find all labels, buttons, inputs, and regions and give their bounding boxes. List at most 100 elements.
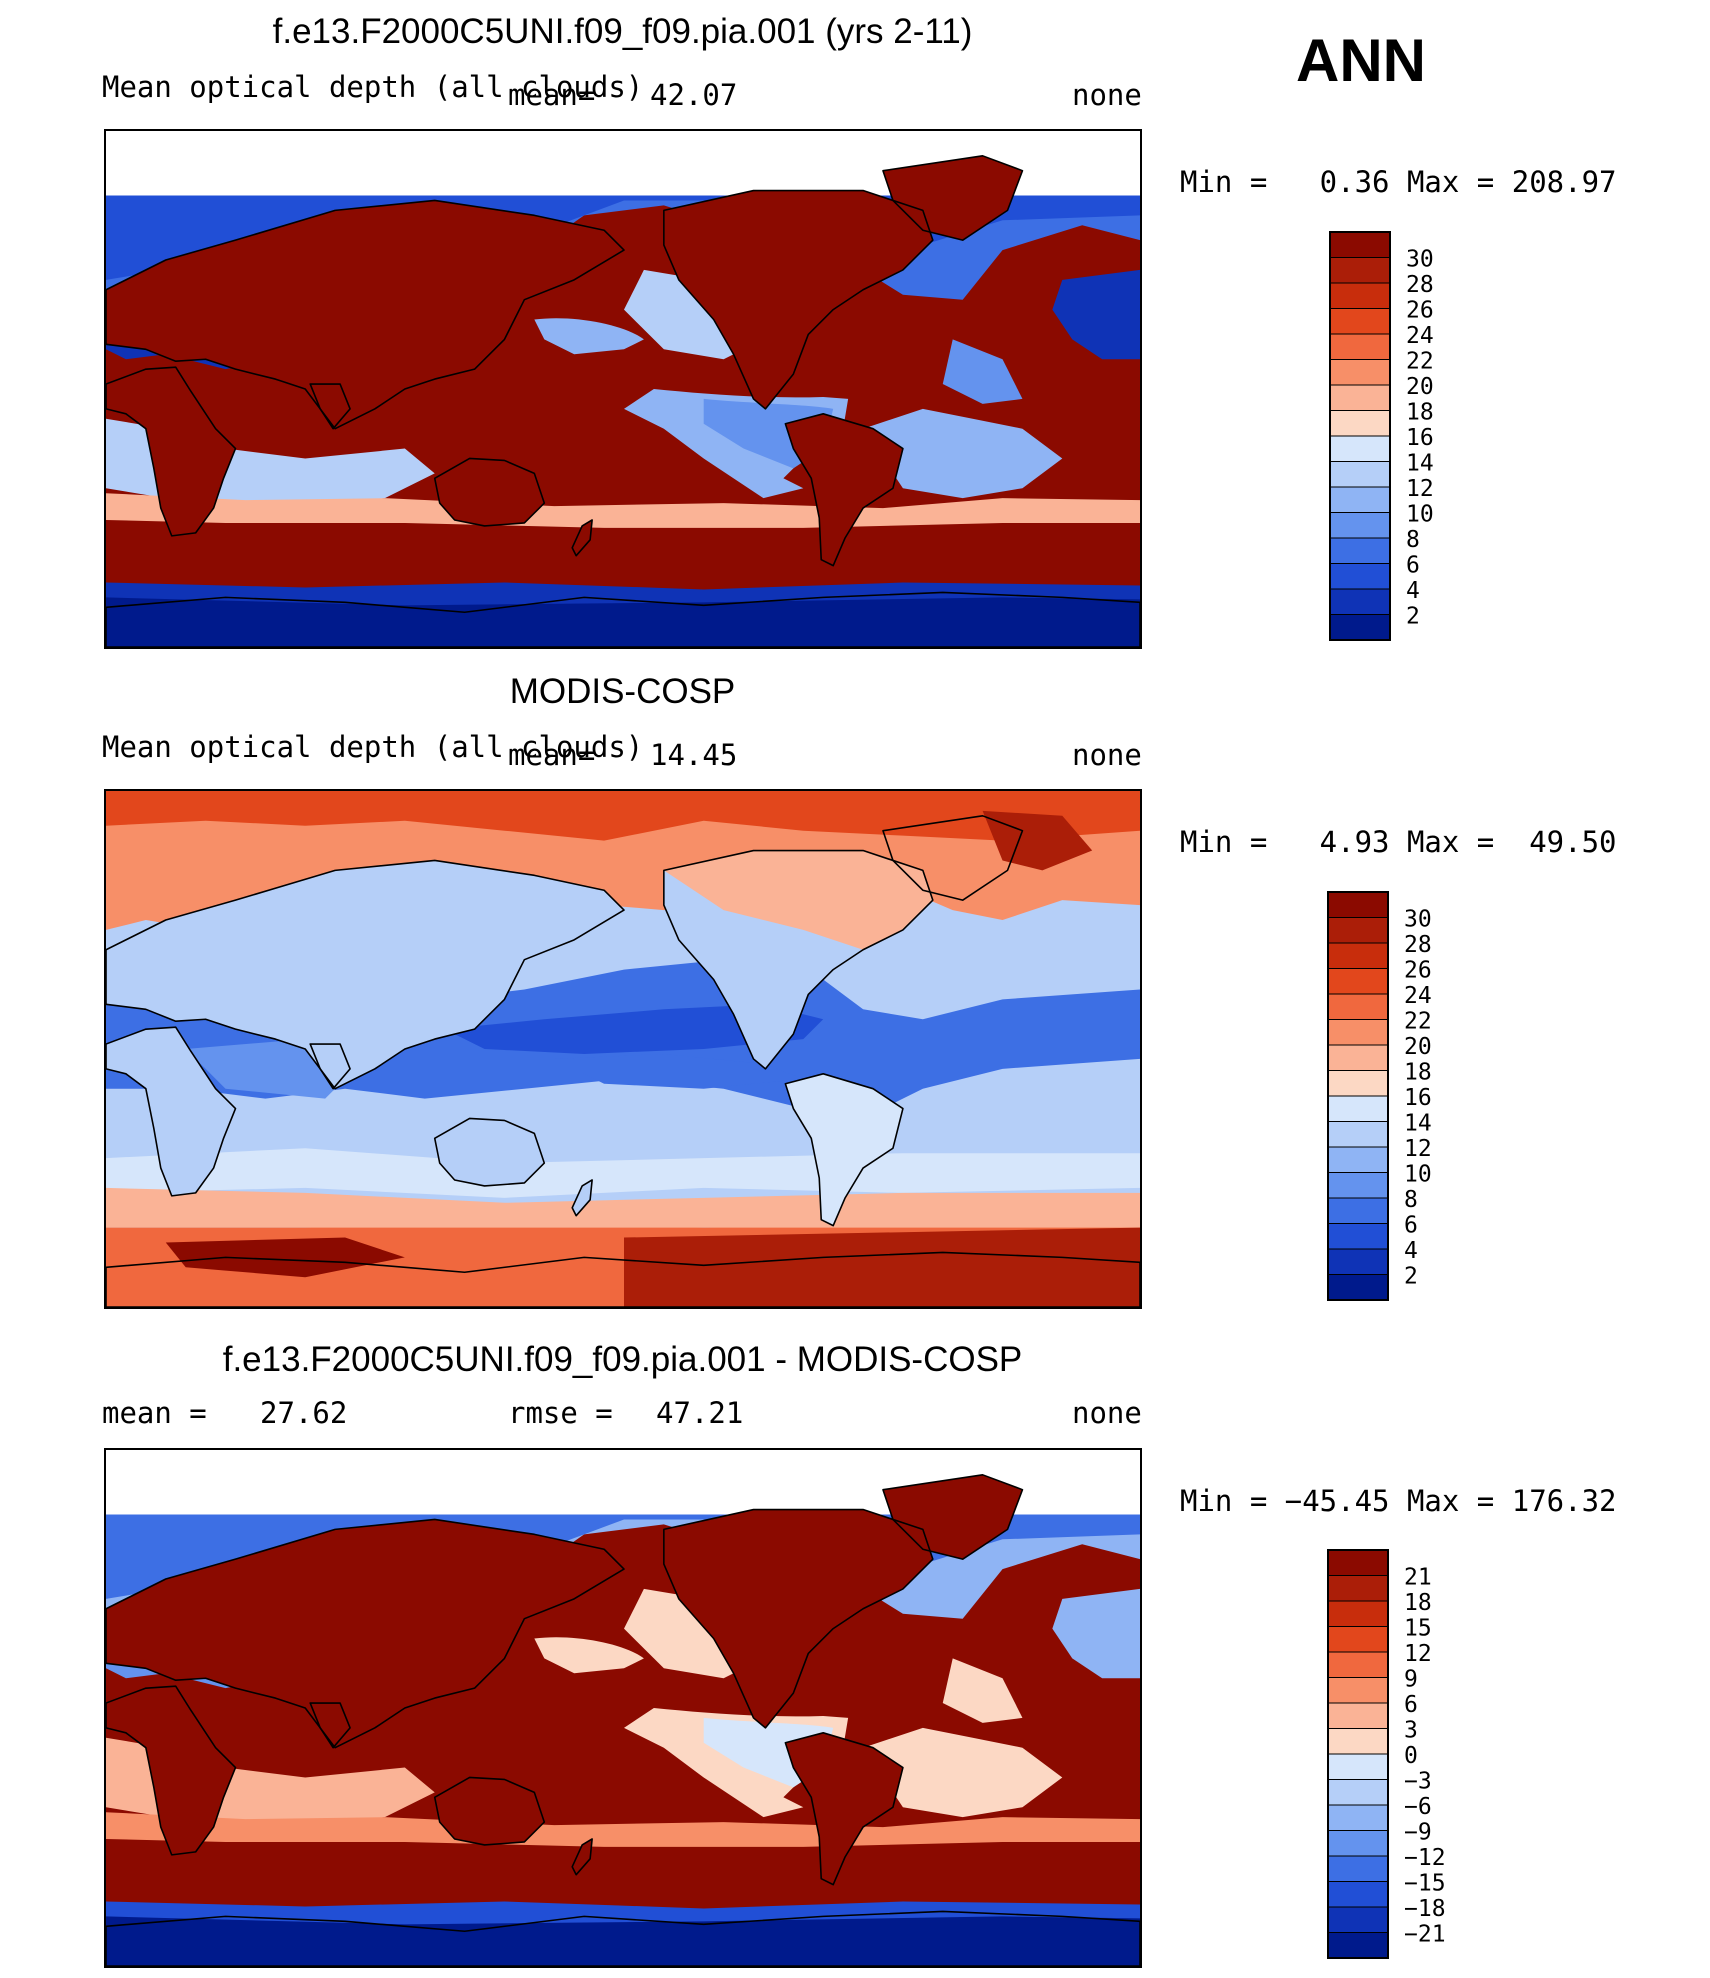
map-region	[663, 849, 934, 1070]
map-region	[663, 850, 933, 950]
map-region	[106, 1026, 237, 1197]
colorbar-tick-label: 8	[1406, 527, 1420, 553]
map-region	[663, 1509, 933, 1728]
colorbar-swatch	[1327, 1906, 1389, 1933]
colorbar-tick-label: 12	[1406, 476, 1434, 502]
map-region	[1052, 269, 1140, 360]
colorbar-swatch	[1329, 410, 1391, 437]
panel-title: f.e13.F2000C5UNI.f09_f09.pia.001 - MODIS…	[222, 1340, 1023, 1379]
map-region	[863, 408, 1063, 499]
map-region	[309, 383, 351, 430]
colorbar-swatch	[1329, 231, 1391, 258]
variable-label: Mean optical depth (all clouds)	[102, 730, 644, 764]
colorbar-tick-label: 20	[1404, 1034, 1432, 1060]
map-region	[310, 1703, 351, 1748]
colorbar: 30 28 26 24 22 20 18 16 14 12 10 8 6 4 2	[1328, 230, 1478, 650]
colorbar-tick-label: 30	[1404, 907, 1432, 933]
colorbar-tick-label: 28	[1406, 272, 1434, 298]
map-region	[106, 591, 1140, 647]
map-region	[882, 1474, 1023, 1560]
map-region	[106, 1518, 625, 1749]
map-region	[106, 366, 237, 537]
map-region	[106, 367, 236, 536]
colorbar-swatch	[1327, 1070, 1389, 1097]
colorbar: 21 18 15 12 9 6 3 0 −3 −6 −9 −12 −15 −18 −21	[1326, 1548, 1476, 1968]
panel-model: f.e13.F2000C5UNI.f09_f09.pia.001 (yrs 2-…	[0, 0, 1710, 660]
colorbar-tick-label: 12	[1404, 1136, 1432, 1162]
colorbar-swatch	[1327, 1753, 1389, 1780]
colorbar-tick-label: 18	[1404, 1590, 1432, 1616]
map-region	[572, 1179, 593, 1216]
mean-label: mean =	[102, 1396, 207, 1430]
map-region	[663, 190, 933, 409]
min-max-label: Min = 0.36 Max = 208.97	[1180, 165, 1617, 199]
colorbar-tick-label: 18	[1406, 400, 1434, 426]
map-region	[309, 1702, 351, 1749]
colorbar-tick-label: 16	[1406, 425, 1434, 451]
colorbar-swatch	[1329, 537, 1391, 564]
colorbar-tick-label: 6	[1404, 1692, 1418, 1718]
map-region	[863, 1727, 1063, 1818]
mean-label: mean=	[508, 738, 596, 772]
colorbar-swatch	[1327, 1600, 1389, 1627]
map-region	[572, 519, 593, 556]
colorbar-swatch	[1329, 384, 1391, 411]
map-region	[554, 1053, 804, 1089]
colorbar-swatch	[1327, 1626, 1389, 1653]
map-region	[106, 1251, 1140, 1307]
colorbar-swatch	[1327, 1830, 1389, 1857]
map-region	[309, 1043, 351, 1090]
map-region	[444, 1004, 824, 1054]
map-region	[106, 860, 624, 1089]
map-region	[784, 413, 904, 567]
map-region	[784, 1732, 904, 1886]
colorbar-tick-label: 2	[1406, 604, 1420, 630]
colorbar-swatch	[1327, 1881, 1389, 1908]
panel-observations: MODIS-COSP Mean optical depth (all cloud…	[0, 660, 1710, 1320]
colorbar-tick-label: 4	[1404, 1238, 1418, 1264]
colorbar-tick-label: 24	[1406, 323, 1434, 349]
map-region	[942, 1658, 1023, 1723]
colorbar-swatch	[1327, 1019, 1389, 1046]
variable-label: Mean optical depth (all clouds)	[102, 70, 644, 104]
min-max-label: Min = 4.93 Max = 49.50	[1180, 825, 1617, 859]
map-plot	[104, 129, 1142, 649]
colorbar-swatch	[1327, 1651, 1389, 1678]
mean-value: 27.62	[260, 1396, 348, 1430]
colorbar-swatch	[1327, 1549, 1389, 1576]
colorbar-swatch	[1327, 942, 1389, 969]
colorbar-tick-label: 4	[1406, 578, 1420, 604]
map-region	[106, 597, 1140, 647]
colorbar-tick-label: 15	[1404, 1616, 1432, 1642]
colorbar-tick-label: 14	[1406, 451, 1434, 477]
map-region	[623, 1227, 1140, 1307]
colorbar-swatch	[1327, 917, 1389, 944]
colorbar-swatch	[1327, 1223, 1389, 1250]
colorbar-tick-label: 16	[1404, 1085, 1432, 1111]
colorbar-tick-label: −6	[1404, 1794, 1432, 1820]
colorbar-tick-label: 12	[1404, 1641, 1432, 1667]
colorbar-swatch	[1329, 563, 1391, 590]
colorbar-tick-label: 10	[1404, 1162, 1432, 1188]
map-field	[106, 1450, 1140, 1966]
units-label: none	[1072, 1396, 1142, 1430]
colorbar-swatch	[1327, 1095, 1389, 1122]
map-region	[106, 1519, 624, 1748]
map-region	[310, 384, 351, 429]
map-region	[942, 339, 1023, 404]
colorbar-swatch	[1327, 1248, 1389, 1275]
map-region	[106, 1916, 1140, 1966]
map-region	[882, 1474, 1024, 1560]
colorbar-tick-label: 21	[1404, 1565, 1432, 1591]
colorbar-swatch	[1329, 512, 1391, 539]
colorbar-swatch	[1329, 282, 1391, 309]
map-region	[571, 519, 593, 557]
map-region	[106, 791, 1140, 841]
map-region	[106, 1027, 236, 1196]
colorbar: 30 28 26 24 22 20 18 16 14 12 10 8 6 4 2	[1326, 890, 1476, 1310]
colorbar-swatch	[1327, 1702, 1389, 1729]
colorbar-swatch	[1329, 308, 1391, 335]
map-region	[106, 199, 625, 430]
colorbar-tick-label: 6	[1404, 1213, 1418, 1239]
colorbar-swatch	[1327, 993, 1389, 1020]
